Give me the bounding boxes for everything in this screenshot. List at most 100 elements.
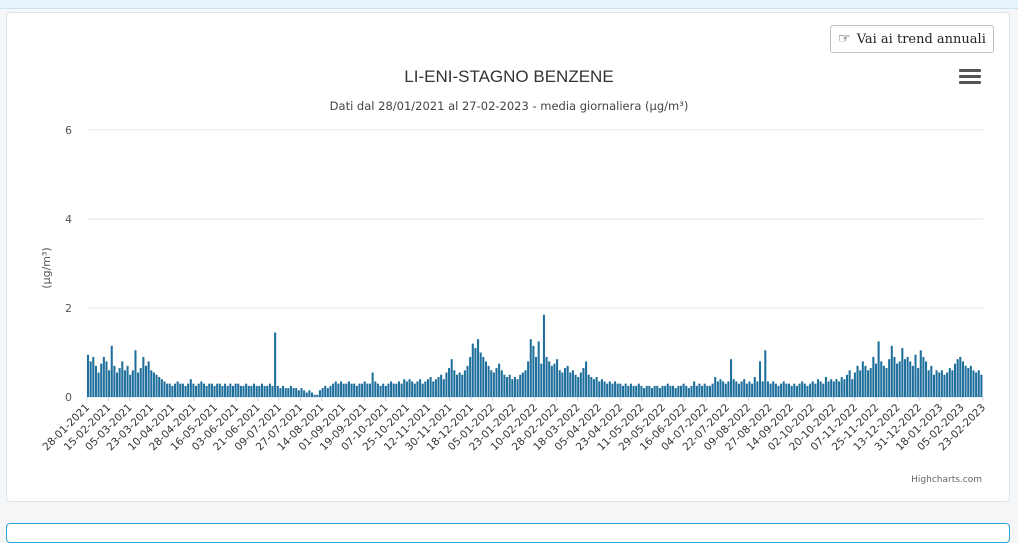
data-bar[interactable] <box>147 361 150 397</box>
data-bar[interactable] <box>864 365 867 397</box>
data-bar[interactable] <box>959 356 962 397</box>
data-bar[interactable] <box>563 368 567 397</box>
data-bar[interactable] <box>271 385 274 398</box>
data-bar[interactable] <box>861 361 864 397</box>
data-bar[interactable] <box>347 381 350 397</box>
data-bar[interactable] <box>192 383 195 397</box>
data-bar[interactable] <box>595 376 598 397</box>
data-bar[interactable] <box>772 381 775 397</box>
data-bar[interactable] <box>321 388 324 397</box>
data-bar[interactable] <box>774 383 777 397</box>
data-bar[interactable] <box>856 365 859 397</box>
highcharts-credits[interactable]: Highcharts.com <box>911 475 982 485</box>
data-bar[interactable] <box>166 383 169 397</box>
data-bar[interactable] <box>353 383 356 397</box>
data-bar[interactable] <box>405 381 408 397</box>
data-bar[interactable] <box>300 388 303 397</box>
data-bar[interactable] <box>582 368 585 397</box>
data-bar[interactable] <box>303 390 306 397</box>
data-bar[interactable] <box>795 385 798 398</box>
data-bar[interactable] <box>498 363 501 398</box>
data-bar[interactable] <box>366 383 369 397</box>
data-bar[interactable] <box>972 370 975 397</box>
data-bar[interactable] <box>806 385 809 398</box>
data-bar[interactable] <box>743 379 746 397</box>
data-bar[interactable] <box>706 385 709 398</box>
data-bar[interactable] <box>714 376 717 397</box>
data-bar[interactable] <box>616 383 619 397</box>
data-bar[interactable] <box>790 385 793 398</box>
data-bar[interactable] <box>701 385 704 398</box>
data-bar[interactable] <box>263 385 266 398</box>
data-bar[interactable] <box>297 390 300 397</box>
data-bar[interactable] <box>477 339 480 397</box>
data-bar[interactable] <box>819 381 822 397</box>
data-bar[interactable] <box>382 383 385 397</box>
data-bar[interactable] <box>753 376 756 397</box>
data-bar[interactable] <box>816 379 820 397</box>
data-bar[interactable] <box>218 383 221 397</box>
data-bar[interactable] <box>756 381 759 397</box>
data-bar[interactable] <box>234 383 237 397</box>
data-bar[interactable] <box>835 379 838 397</box>
data-bar[interactable] <box>519 374 522 397</box>
data-bar[interactable] <box>711 383 714 397</box>
data-bar[interactable] <box>471 343 474 397</box>
data-bar[interactable] <box>740 381 743 397</box>
data-bar[interactable] <box>445 372 448 397</box>
data-bar[interactable] <box>358 383 361 397</box>
data-bar[interactable] <box>824 376 827 397</box>
data-bar[interactable] <box>948 368 951 397</box>
data-bar[interactable] <box>142 356 145 397</box>
data-bar[interactable] <box>384 385 387 398</box>
data-bar[interactable] <box>571 370 574 397</box>
data-bar[interactable] <box>289 385 292 398</box>
data-bar[interactable] <box>869 368 872 397</box>
data-bar[interactable] <box>345 383 348 397</box>
data-bar[interactable] <box>888 359 891 397</box>
data-bar[interactable] <box>434 379 437 397</box>
data-bar[interactable] <box>566 365 569 397</box>
data-bar[interactable] <box>716 381 719 397</box>
data-bar[interactable] <box>693 381 696 397</box>
data-bar[interactable] <box>440 374 443 397</box>
data-bar[interactable] <box>258 385 261 398</box>
data-bar[interactable] <box>332 383 335 397</box>
data-bar[interactable] <box>730 359 733 397</box>
data-bar[interactable] <box>766 381 769 397</box>
data-bar[interactable] <box>374 381 377 397</box>
data-bar[interactable] <box>690 385 693 398</box>
data-bar[interactable] <box>245 383 248 397</box>
data-bar[interactable] <box>669 385 672 398</box>
data-bar[interactable] <box>719 379 722 397</box>
data-bar[interactable] <box>898 361 901 397</box>
data-bar[interactable] <box>94 365 97 397</box>
data-bar[interactable] <box>100 363 103 398</box>
data-bar[interactable] <box>490 370 493 397</box>
data-bar[interactable] <box>917 368 920 397</box>
data-bar[interactable] <box>527 361 530 397</box>
data-bar[interactable] <box>830 379 833 397</box>
data-bar[interactable] <box>827 381 830 397</box>
data-bar[interactable] <box>956 359 959 397</box>
data-bar[interactable] <box>587 374 590 397</box>
data-bar[interactable] <box>158 376 161 397</box>
data-bar[interactable] <box>342 383 345 397</box>
data-bar[interactable] <box>308 390 311 397</box>
data-bar[interactable] <box>745 383 748 397</box>
data-bar[interactable] <box>334 381 337 397</box>
data-bar[interactable] <box>511 379 514 397</box>
data-bar[interactable] <box>535 356 538 397</box>
data-bar[interactable] <box>484 361 487 397</box>
data-bar[interactable] <box>677 385 680 398</box>
data-bar[interactable] <box>400 383 403 397</box>
data-bar[interactable] <box>295 388 298 397</box>
data-bar[interactable] <box>466 365 469 397</box>
data-bar[interactable] <box>276 385 279 398</box>
data-bar[interactable] <box>840 376 843 397</box>
data-bar[interactable] <box>179 383 182 397</box>
data-bar[interactable] <box>403 379 406 397</box>
data-bar[interactable] <box>371 372 374 397</box>
data-bar[interactable] <box>874 363 878 398</box>
data-bar[interactable] <box>524 370 527 397</box>
